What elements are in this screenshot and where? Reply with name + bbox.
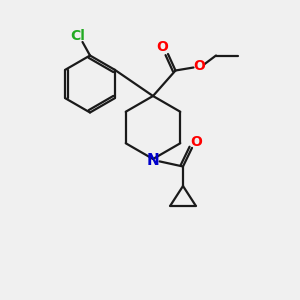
Text: O: O [156,40,168,54]
Text: Cl: Cl [70,29,86,43]
Text: O: O [194,59,206,73]
Text: O: O [190,135,202,149]
Text: N: N [147,153,159,168]
